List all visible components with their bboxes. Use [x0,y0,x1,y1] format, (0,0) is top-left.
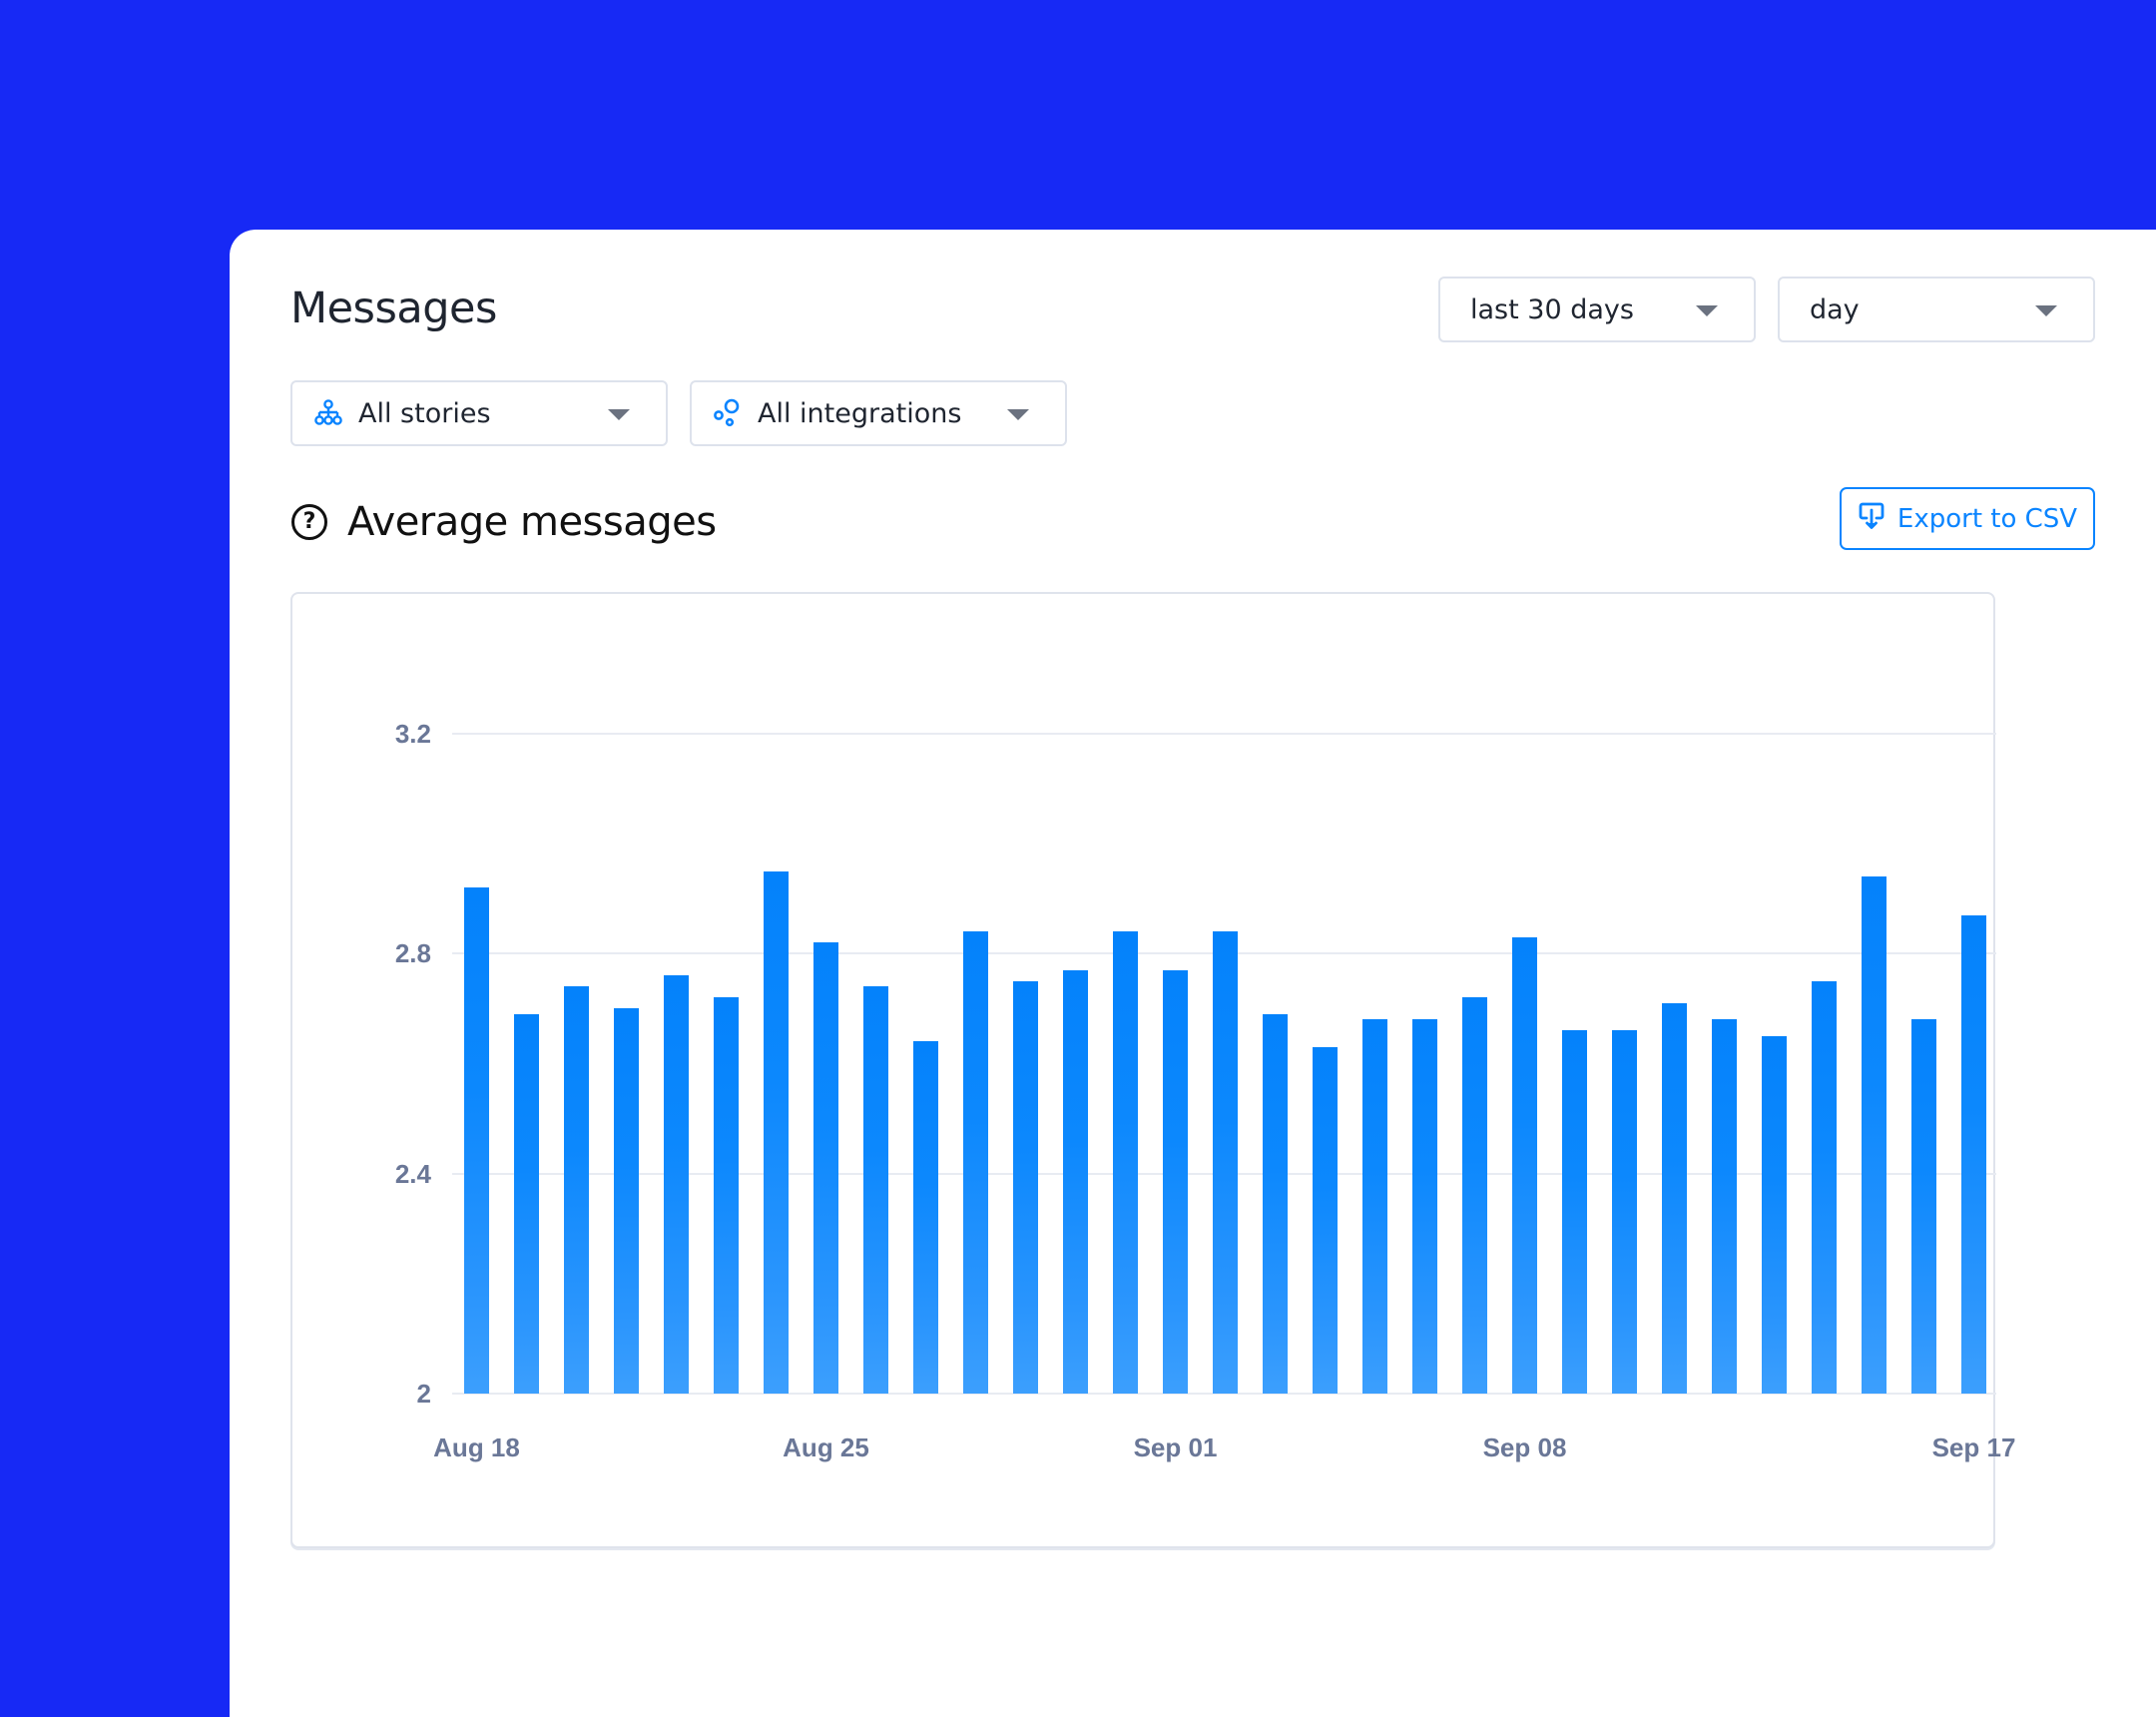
bar[interactable] [1812,980,1837,1394]
sitemap-icon [312,397,344,429]
bar[interactable] [514,1013,539,1394]
bar[interactable] [913,1041,938,1394]
x-axis-label: Sep 08 [1482,1432,1567,1462]
bar-chart: 3.2 2.8 2.4 2 Aug 18 Aug 25 Sep 01 Sep 08 Sep 17 [292,594,2016,1546]
bar[interactable] [1961,914,1986,1394]
x-axis-label: Sep 17 [1931,1432,2016,1462]
bar[interactable] [1013,980,1038,1394]
section-title: Average messages [347,499,717,545]
granularity-select[interactable]: day [1778,277,2095,342]
bar[interactable] [1063,969,1088,1394]
integrations-filter-value: All integrations [758,397,962,429]
bar[interactable] [1362,1019,1387,1394]
granularity-value: day [1810,293,1860,325]
chevron-down-icon [1696,305,1718,316]
bar[interactable] [614,1008,639,1394]
y-axis-label: 2.8 [394,938,431,969]
bar[interactable] [1612,1030,1637,1394]
bar[interactable] [1762,1035,1787,1394]
chevron-down-icon [608,409,630,420]
stories-filter-value: All stories [358,397,491,429]
date-range-select[interactable]: last 30 days [1438,277,1756,342]
bar[interactable] [1163,969,1188,1394]
bar[interactable] [1213,931,1238,1394]
chart-container: 3.2 2.8 2.4 2 Aug 18 Aug 25 Sep 01 Sep 08 Sep 17 [290,592,2016,1548]
bar[interactable] [1662,1002,1687,1394]
bar[interactable] [1462,997,1487,1394]
bar[interactable] [764,870,789,1394]
bar[interactable] [1562,1030,1587,1394]
bar[interactable] [664,975,689,1394]
bar[interactable] [1911,1019,1936,1394]
chevron-down-icon [2035,305,2057,316]
bubbles-icon [712,397,744,429]
y-axis-label: 2 [416,1379,431,1409]
x-axis-label: Sep 01 [1133,1432,1218,1462]
date-range-value: last 30 days [1470,293,1634,325]
bar[interactable] [1113,931,1138,1394]
bar[interactable] [1263,1013,1288,1394]
question-circle-icon[interactable]: ? [291,504,327,540]
y-axis-label: 3.2 [394,719,431,749]
download-icon [1858,501,1886,536]
bar[interactable] [564,986,589,1394]
bar[interactable] [863,986,888,1394]
bar[interactable] [1512,936,1537,1394]
export-csv-label: Export to CSV [1896,503,2078,534]
stories-filter-select[interactable]: All stories [290,380,668,446]
bar[interactable] [1313,1046,1338,1394]
gridline [452,1393,1996,1395]
x-axis-label: Aug 25 [783,1432,869,1462]
integrations-filter-select[interactable]: All integrations [690,380,1067,446]
y-axis-label: 2.4 [394,1158,431,1189]
bar[interactable] [1712,1019,1737,1394]
bar[interactable] [714,997,739,1394]
bar[interactable] [1412,1019,1437,1394]
bar[interactable] [464,887,489,1394]
messages-card: Messages last 30 days day All stories [230,230,2156,1717]
bar[interactable] [813,942,838,1394]
gridline [452,733,1996,735]
bar[interactable] [1862,876,1886,1394]
bar[interactable] [963,931,988,1394]
x-axis-label: Aug 18 [433,1432,520,1462]
section-header: ? Average messages [291,497,717,547]
export-csv-button[interactable]: Export to CSV [1840,487,2095,550]
chevron-down-icon [1007,409,1029,420]
page-title: Messages [290,284,497,333]
